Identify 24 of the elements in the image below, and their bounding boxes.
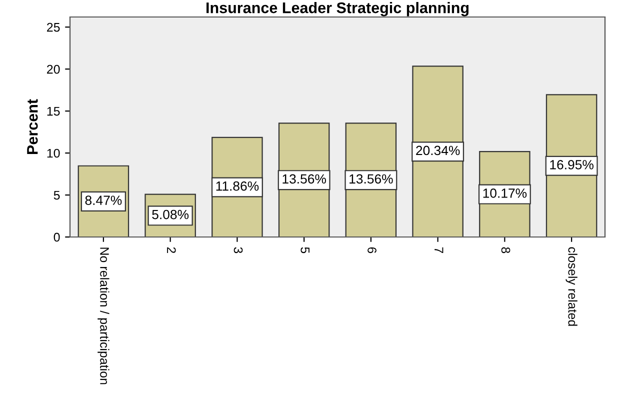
y-tick-label: 0: [54, 232, 60, 242]
chart-title: Insurance Leader Strategic planning: [206, 2, 469, 16]
y-tick-label: 5: [54, 190, 60, 200]
y-tick-label: 25: [47, 22, 60, 32]
x-tick-label: 2: [167, 247, 176, 254]
x-tick-label: No relation / participation: [98, 248, 110, 384]
y-tick-label: 20: [47, 64, 60, 74]
y-tick-label: 10: [47, 148, 60, 158]
data-label: 20.34%: [416, 146, 460, 156]
x-tick-label: 7: [434, 247, 444, 254]
data-label: 8.47%: [85, 196, 122, 205]
data-label: 10.17%: [483, 188, 527, 198]
y-axis-title: Percent: [27, 99, 38, 154]
data-label: 11.86%: [216, 181, 259, 191]
data-label: 5.08%: [152, 210, 189, 220]
data-label: 16.95%: [550, 160, 594, 170]
data-label: 13.56%: [350, 174, 393, 184]
x-tick-label: closely related: [566, 247, 578, 326]
x-tick-label: 5: [300, 247, 310, 254]
x-tick-label: 6: [368, 247, 376, 254]
data-label: 13.56%: [282, 174, 326, 184]
x-tick-label: 8: [501, 247, 510, 254]
x-tick-label: 3: [234, 247, 243, 254]
y-tick-label: 15: [47, 106, 60, 116]
